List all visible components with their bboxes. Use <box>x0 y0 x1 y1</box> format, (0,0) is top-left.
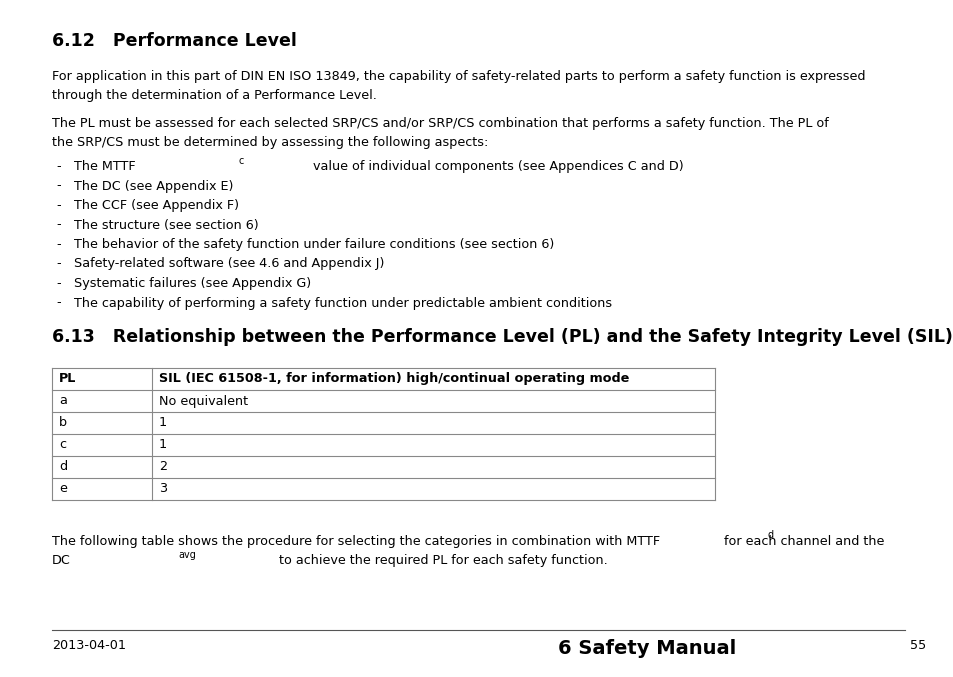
Text: b: b <box>59 416 67 429</box>
Text: 6.13   Relationship between the Performance Level (PL) and the Safety Integrity : 6.13 Relationship between the Performanc… <box>52 328 952 346</box>
Text: d: d <box>59 460 67 473</box>
Text: c: c <box>59 439 66 452</box>
Text: The MTTF: The MTTF <box>74 160 135 173</box>
Text: -: - <box>56 199 61 212</box>
Text: The CCF (see Appendix F): The CCF (see Appendix F) <box>74 199 239 212</box>
Text: -: - <box>56 238 61 251</box>
Text: value of individual components (see Appendices C and D): value of individual components (see Appe… <box>309 160 683 173</box>
Text: avg: avg <box>178 550 196 559</box>
Text: 6 Safety Manual: 6 Safety Manual <box>558 639 736 658</box>
Text: -: - <box>56 179 61 192</box>
Text: The structure (see section 6): The structure (see section 6) <box>74 219 258 232</box>
Text: the SRP/CS must be determined by assessing the following aspects:: the SRP/CS must be determined by assessi… <box>52 136 488 149</box>
Text: 6.12   Performance Level: 6.12 Performance Level <box>52 32 296 50</box>
Text: a: a <box>59 395 67 408</box>
Text: 3: 3 <box>159 483 167 496</box>
Text: 1: 1 <box>159 416 167 429</box>
Text: The PL must be assessed for each selected SRP/CS and/or SRP/CS combination that : The PL must be assessed for each selecte… <box>52 117 828 130</box>
Text: PL: PL <box>59 372 76 385</box>
Text: -: - <box>56 257 61 271</box>
Text: for each channel and the: for each channel and the <box>720 535 883 548</box>
Text: The behavior of the safety function under failure conditions (see section 6): The behavior of the safety function unde… <box>74 238 554 251</box>
Text: c: c <box>238 156 243 165</box>
Text: to achieve the required PL for each safety function.: to achieve the required PL for each safe… <box>275 554 607 567</box>
Text: -: - <box>56 160 61 173</box>
Text: -: - <box>56 297 61 309</box>
Text: SIL (IEC 61508-1, for information) high/continual operating mode: SIL (IEC 61508-1, for information) high/… <box>159 372 629 385</box>
Text: 55: 55 <box>909 639 925 652</box>
Text: Safety-related software (see 4.6 and Appendix J): Safety-related software (see 4.6 and App… <box>74 257 384 271</box>
Text: For application in this part of DIN EN ISO 13849, the capability of safety-relat: For application in this part of DIN EN I… <box>52 70 864 83</box>
Text: The capability of performing a safety function under predictable ambient conditi: The capability of performing a safety fu… <box>74 297 612 309</box>
Text: DC: DC <box>52 554 71 567</box>
Text: -: - <box>56 219 61 232</box>
Text: Systematic failures (see Appendix G): Systematic failures (see Appendix G) <box>74 277 311 290</box>
Text: 2: 2 <box>159 460 167 473</box>
Text: 2013-04-01: 2013-04-01 <box>52 639 126 652</box>
Text: d: d <box>767 531 773 540</box>
Text: No equivalent: No equivalent <box>159 395 248 408</box>
Text: -: - <box>56 277 61 290</box>
Text: e: e <box>59 483 67 496</box>
Text: 1: 1 <box>159 439 167 452</box>
Text: through the determination of a Performance Level.: through the determination of a Performan… <box>52 89 376 102</box>
Text: The DC (see Appendix E): The DC (see Appendix E) <box>74 179 233 192</box>
Text: The following table shows the procedure for selecting the categories in combinat: The following table shows the procedure … <box>52 535 659 548</box>
